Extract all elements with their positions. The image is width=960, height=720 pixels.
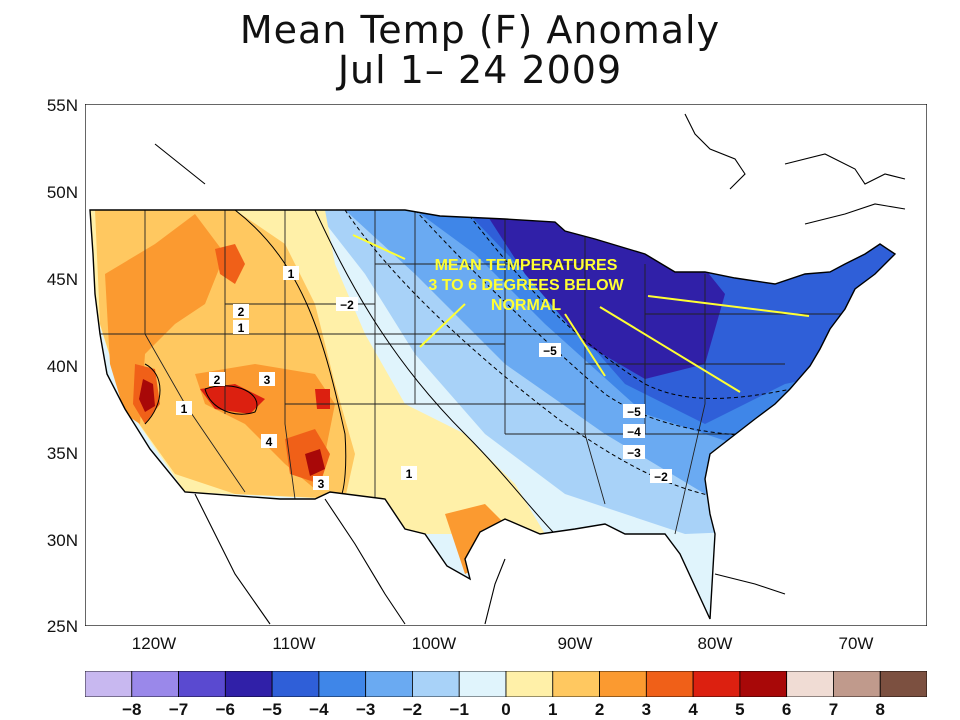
colorbar-tick-label: 6 — [781, 700, 792, 719]
contour-lines — [144, 210, 895, 535]
contour-label-text: 2 — [238, 305, 245, 319]
contour-label-text: 2 — [214, 373, 221, 387]
contour-label-neg4a: −4 — [623, 424, 645, 439]
pointer-line-south — [564, 313, 606, 377]
colorbar-tick-label: −8 — [122, 700, 142, 719]
colorbar-tick-label: −6 — [215, 700, 236, 719]
colorbar-swatch — [131, 671, 179, 697]
colorbar-tick-label: −2 — [402, 700, 423, 719]
colorbar-tick-label: −1 — [449, 700, 469, 719]
colorbar-tick-label: 1 — [548, 700, 558, 719]
contour-label-1c: 1 — [176, 401, 192, 416]
anomaly-map: 1 2 2 1 2 3 1 4 3 1 −2 −5 −5 −4 −3 −2 — [85, 104, 927, 626]
colorbar-swatch — [645, 671, 694, 697]
contour-label-2a: 2 — [233, 304, 249, 319]
colorbar-tick-label: −5 — [262, 700, 282, 719]
annotation-line-3: NORMAL — [490, 297, 562, 314]
colorbar-swatch — [178, 671, 226, 697]
title-line-1: Mean Temp (F) Anomaly — [239, 8, 721, 52]
contour-label-2b: 2 — [209, 372, 225, 387]
lat-label-40n: 40N — [46, 357, 78, 376]
contour-label-neg5b: −5 — [623, 404, 645, 419]
contour-label-neg3a: −3 — [623, 445, 645, 460]
contour-label-1b: 1 — [233, 320, 249, 335]
contour-label-text: 1 — [238, 321, 245, 335]
contour-label-text: 3 — [318, 477, 325, 491]
contour-label-text: −2 — [340, 298, 354, 312]
contour-value-labels: 1 2 2 1 2 3 1 4 3 1 −2 −5 −5 −4 −3 −2 — [176, 266, 672, 491]
contour-label-text: −2 — [654, 470, 668, 484]
colorbar-tick-label: −4 — [309, 700, 329, 719]
colorbar-tick-label: 3 — [641, 700, 652, 719]
colorbar — [85, 671, 927, 697]
pointer-line-northwest — [352, 234, 406, 260]
colorbar-tick-label: 2 — [594, 700, 605, 719]
colorbar-tick-label: 5 — [735, 700, 745, 719]
colorbar-swatch — [85, 671, 133, 697]
pointer-line-southeast — [599, 306, 741, 393]
contour-label-neg2a: −2 — [336, 297, 358, 312]
us-outline — [89, 209, 897, 620]
contour-label-1d: 1 — [401, 466, 417, 481]
lon-label-70w: 70W — [838, 634, 874, 653]
contour-label-text: 1 — [288, 267, 295, 281]
lat-label-55n: 55N — [46, 96, 78, 115]
lon-label-110w: 110W — [272, 634, 316, 653]
annotation-line-2: 3 TO 6 DEGREES BELOW — [428, 277, 624, 294]
contour-label-text: 4 — [266, 435, 273, 449]
contour-label-neg5a: −5 — [539, 343, 561, 358]
colorbar-swatch — [271, 671, 320, 697]
lon-label-80w: 80W — [697, 634, 733, 653]
colorbar-tick-label: 4 — [688, 700, 698, 719]
lon-label-100w: 100W — [411, 634, 457, 653]
colorbar-swatch — [879, 671, 927, 697]
contour-label-neg2b: −2 — [650, 469, 672, 484]
contour-label-text: 3 — [264, 373, 271, 387]
lon-label-120w: 120W — [131, 634, 177, 653]
contour-label-1a: 1 — [283, 266, 299, 281]
annotation-line-1: MEAN TEMPERATURES — [434, 257, 618, 274]
lat-label-45n: 45N — [46, 270, 78, 289]
colorbar-tick-label: −7 — [168, 700, 189, 719]
title-line-2: Jul 1– 24 2009 — [337, 48, 623, 92]
colorbar-swatch — [458, 671, 507, 697]
contour-label-text: −5 — [543, 344, 557, 358]
colorbar-swatch — [412, 671, 460, 697]
pointer-line-southwest — [419, 303, 466, 348]
colorbar-tick-label: −3 — [355, 700, 376, 719]
lat-label-35n: 35N — [46, 444, 78, 463]
lat-label-30n: 30N — [46, 531, 78, 550]
contour-label-text: 1 — [181, 402, 188, 416]
colorbar-swatches — [85, 671, 927, 697]
lat-label-25n: 25N — [46, 617, 78, 636]
colorbar-swatch — [833, 671, 881, 697]
colorbar-swatch — [692, 671, 741, 697]
contour-label-text: −5 — [627, 405, 641, 419]
colorbar-tick-label: 0 — [501, 700, 511, 719]
anomaly-field — [90, 210, 895, 619]
contour-label-4a: 4 — [261, 434, 277, 449]
colorbar-swatch — [552, 671, 600, 697]
colorbar-swatch — [599, 671, 647, 697]
colorbar-swatch — [224, 671, 273, 697]
contour-label-text: 1 — [406, 467, 413, 481]
colorbar-tick-label: 8 — [875, 700, 885, 719]
contour-label-3a: 3 — [259, 372, 275, 387]
pointer-line-east — [647, 295, 810, 317]
annotation-pointers — [352, 234, 810, 393]
contour-label-text: −4 — [627, 425, 641, 439]
lon-label-90w: 90W — [557, 634, 593, 653]
colorbar-swatch — [318, 671, 367, 697]
contour-label-3b: 3 — [313, 476, 329, 491]
contour-label-text: −3 — [627, 446, 641, 460]
lat-label-50n: 50N — [46, 183, 78, 202]
colorbar-swatch — [365, 671, 413, 697]
coastlines — [154, 113, 906, 625]
colorbar-swatch — [739, 671, 788, 697]
colorbar-swatch — [505, 671, 554, 697]
colorbar-swatch — [786, 671, 834, 697]
colorbar-tick-label: 7 — [828, 700, 839, 719]
annotation-text: MEAN TEMPERATURES 3 TO 6 DEGREES BELOW N… — [376, 256, 676, 316]
